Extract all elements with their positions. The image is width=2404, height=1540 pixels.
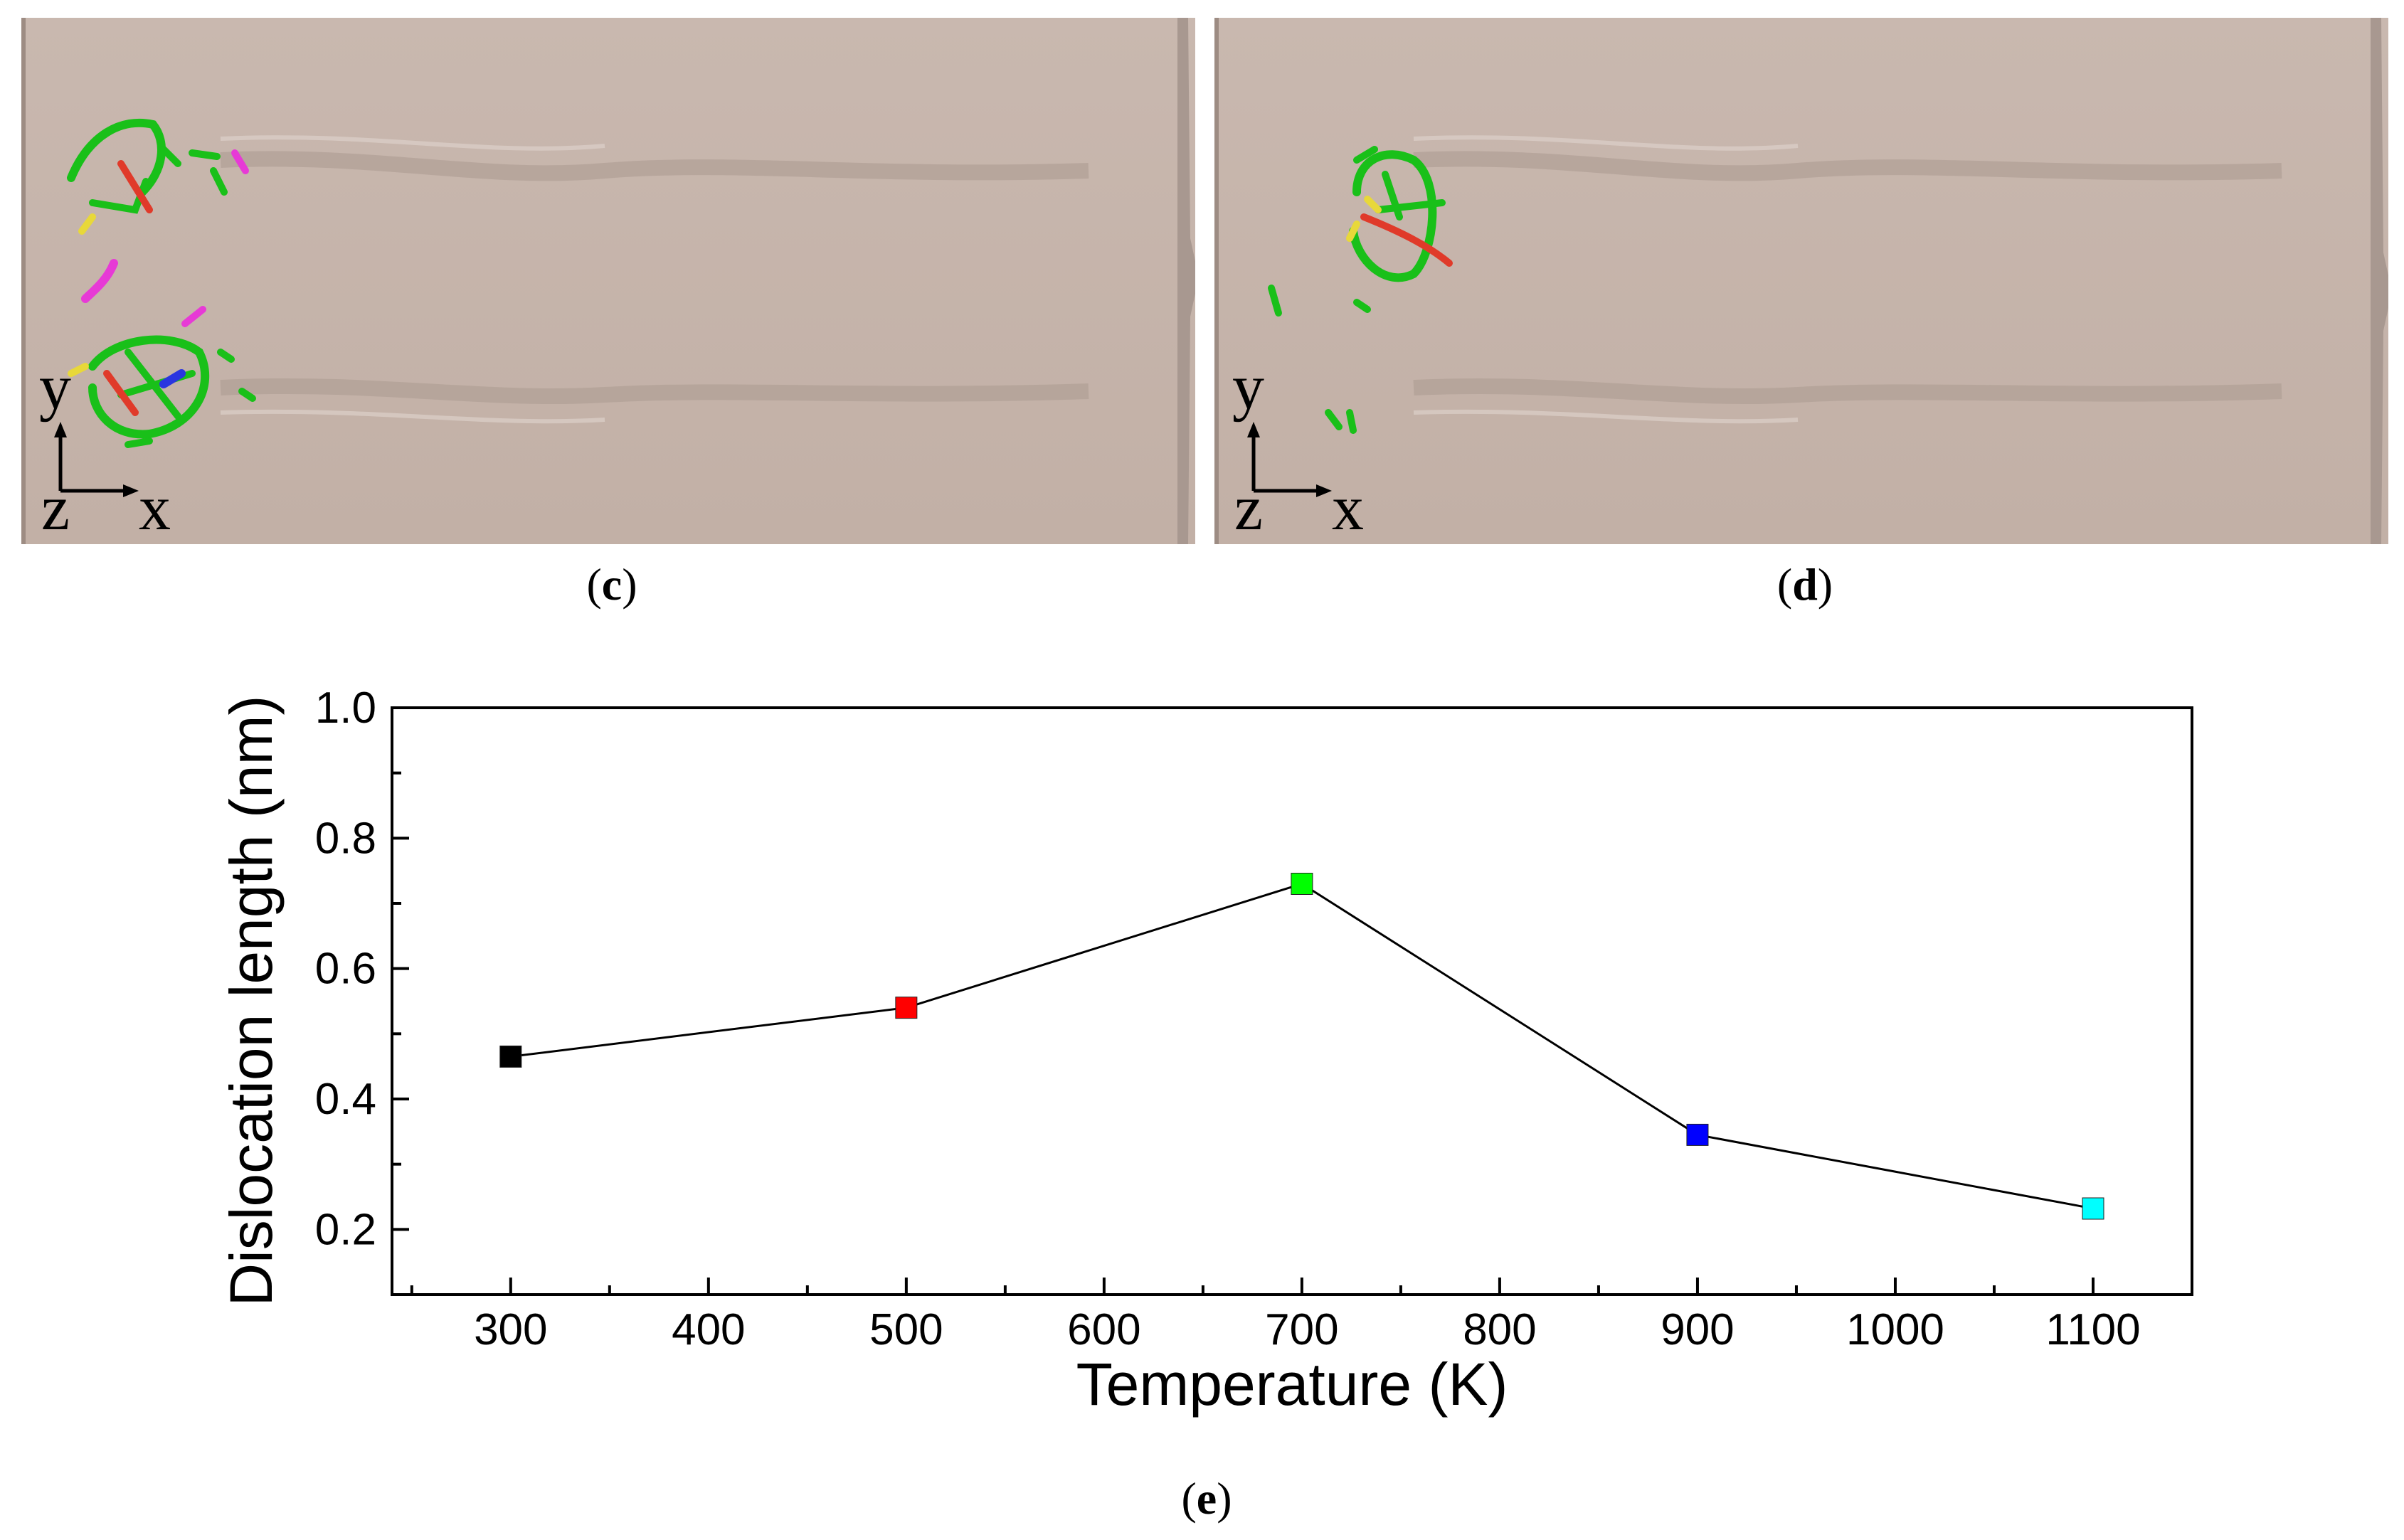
axis-label-y-c: y: [39, 352, 71, 423]
dislocation-length-chart: 300 400 500 600 700 800 900 1000 1100 0.2 0.4 0.6 0.…: [218, 684, 2193, 1418]
axis-ticks: [392, 706, 2193, 1295]
y-tick-label: 1.0: [315, 684, 376, 733]
specimen-image-c: [21, 18, 1199, 544]
axis-label-x-d: x: [1332, 473, 1364, 543]
axis-label-z-c: z: [41, 473, 70, 543]
axis-label-z-d: z: [1234, 473, 1263, 543]
x-tick-label: 900: [1661, 1305, 1734, 1354]
caption-d: (d): [1776, 559, 1833, 610]
data-markers: [499, 873, 2104, 1220]
dislocation-lines-d: [1268, 146, 1453, 434]
x-tick-label: 1100: [2045, 1305, 2140, 1354]
specimen-image-d: [1214, 18, 2392, 544]
x-tick-label: 600: [1067, 1305, 1140, 1354]
y-tick-label: 0.2: [315, 1205, 376, 1254]
x-tick-label: 400: [672, 1305, 745, 1354]
y-axis-title: Dislocation length (nm): [218, 695, 285, 1306]
y-tick-label: 0.8: [315, 814, 376, 863]
simulation-panel-d: y z x: [1214, 18, 2392, 544]
x-tick-label: 800: [1463, 1305, 1536, 1354]
tick-labels: 300 400 500 600 700 800 900 1000 1100 0.2 0.4 0.6 0.…: [315, 684, 2141, 1354]
x-tick-label: 300: [474, 1305, 547, 1354]
x-axis-title: Temperature (K): [1076, 1351, 1508, 1418]
data-point-marker: [2082, 1197, 2104, 1220]
simulation-panel-c: y z x: [21, 18, 1199, 544]
x-tick-label: 500: [869, 1305, 943, 1354]
data-point-marker: [895, 997, 918, 1019]
data-point-marker: [1291, 873, 1313, 895]
caption-e: (e): [1181, 1473, 1232, 1524]
axis-label-x-c: x: [139, 473, 171, 543]
data-point-marker: [499, 1045, 522, 1068]
data-point-marker: [1686, 1123, 1709, 1146]
y-tick-label: 0.4: [315, 1075, 376, 1124]
dislocation-lines-c: [67, 118, 256, 448]
axis-triad-d: [1247, 422, 1332, 497]
x-tick-label: 700: [1265, 1305, 1338, 1354]
y-tick-label: 0.6: [315, 945, 376, 994]
axis-triad-c: [54, 422, 139, 497]
series-line: [510, 882, 2094, 1210]
plot-frame: [391, 706, 2193, 1296]
caption-c: (c): [586, 559, 637, 610]
x-tick-label: 1000: [1846, 1305, 1944, 1354]
axis-label-y-d: y: [1232, 352, 1264, 423]
